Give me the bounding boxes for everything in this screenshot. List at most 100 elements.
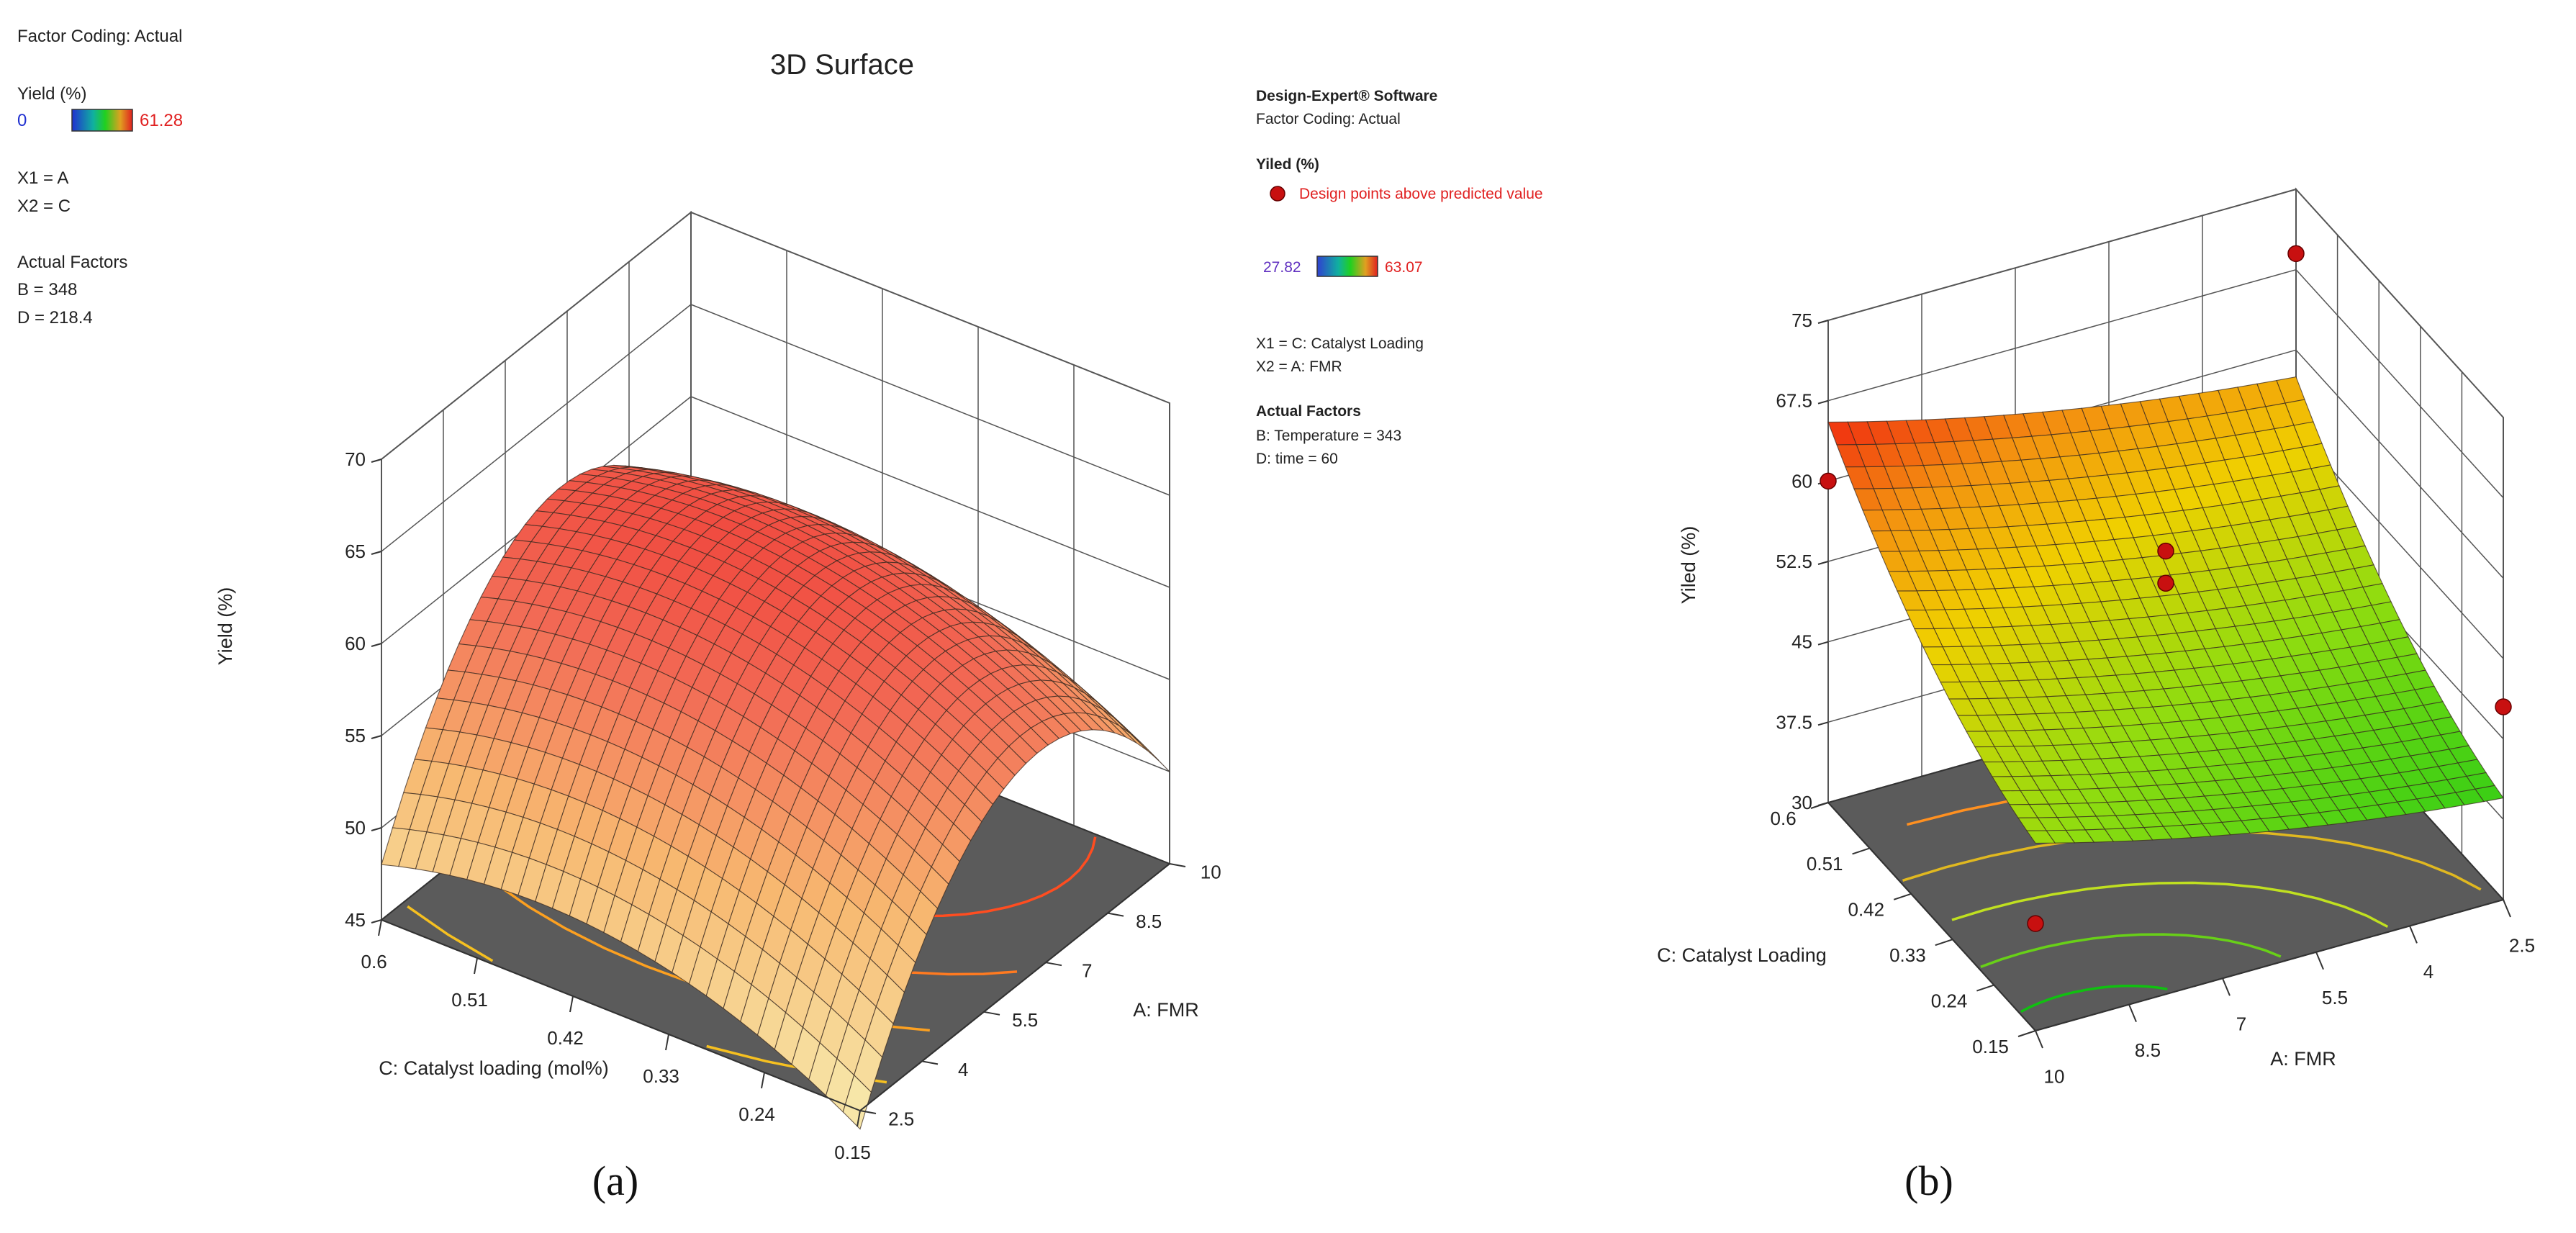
x-tick-label: 10 <box>2044 1065 2065 1087</box>
y-tick-label: 0.51 <box>1807 853 1843 875</box>
panel-a-factor-d: D = 218.4 <box>17 308 93 328</box>
design-point <box>1820 472 1837 490</box>
y-tick-label: 0.33 <box>643 1065 679 1087</box>
panel-a-legend: Factor Coding: Actual Yield (%) 0 61.28 … <box>17 27 183 328</box>
z-tick <box>371 919 382 923</box>
z-tick-label: 45 <box>1791 631 1812 653</box>
wall-grid-line <box>690 304 1170 496</box>
panel-a-title: 3D Surface <box>770 49 914 81</box>
panel-a-x2: X2 = C <box>17 197 71 216</box>
x-tick-label: 8.5 <box>2135 1039 2161 1061</box>
z-tick-label: 65 <box>345 541 366 562</box>
z-tick-label: 37.5 <box>1776 711 1812 733</box>
z-axis-label: Yiled (%) <box>1678 526 1699 605</box>
panel-b-colorbar <box>1316 256 1378 277</box>
x-tick <box>859 1110 877 1114</box>
panel-b-legend: Design-Expert® Software Factor Coding: A… <box>1256 88 1543 467</box>
z-tick <box>1817 561 1829 565</box>
panel-a-caption: (a) <box>592 1157 638 1204</box>
y-tick-label: 0.42 <box>1848 899 1884 921</box>
z-tick-label: 50 <box>345 817 366 839</box>
panel-a-x1: X1 = A <box>17 168 68 188</box>
z-tick <box>371 643 382 647</box>
y-tick <box>2017 1030 2036 1037</box>
z-tick-label: 67.5 <box>1776 390 1812 412</box>
y-tick <box>1852 847 1870 855</box>
x-tick <box>1045 962 1062 967</box>
floor-contour-line <box>2020 984 2168 1013</box>
y-tick-label: 0.33 <box>1889 944 1926 966</box>
y-tick-label: 0.24 <box>1931 990 1968 1011</box>
panel-b-surface-plot: 30 37.5 45 52.5 60 67.5 75 Yiled (%) 10 8.5 7 5.5 4 2… <box>1657 187 2535 1087</box>
panel-b-design-point-legend-marker <box>1270 186 1285 202</box>
surface-cell <box>2025 830 2056 844</box>
z-tick <box>1817 641 1829 646</box>
z-tick <box>371 735 382 739</box>
wall-grid-line <box>690 396 1170 588</box>
panel-b-factor-b: B: Temperature = 343 <box>1256 428 1401 444</box>
panel-b-software: Design-Expert® Software <box>1256 88 1437 104</box>
x-tick-label: 2.5 <box>2509 934 2535 956</box>
y-tick <box>1976 984 1994 992</box>
wall-grid-line <box>2295 349 2504 579</box>
z-tick <box>371 551 382 555</box>
z-tick <box>1817 721 1829 726</box>
x-tick <box>2128 1004 2137 1022</box>
panel-b-x2: X2 = A: FMR <box>1256 358 1342 375</box>
z-tick-label: 55 <box>345 725 366 746</box>
x-tick <box>1169 863 1186 867</box>
x-tick <box>921 1060 939 1065</box>
z-tick <box>1817 320 1829 324</box>
y-tick <box>761 1072 765 1089</box>
z-tick-label: 60 <box>345 633 366 654</box>
design-point <box>2495 698 2512 715</box>
x-tick <box>1107 912 1124 917</box>
x-tick-label: 5.5 <box>2322 987 2348 1008</box>
y-axis-label: C: Catalyst loading (mol%) <box>379 1057 609 1079</box>
panel-b-legend-title: Yiled (%) <box>1256 156 1319 173</box>
floor-contour-line <box>1980 933 2282 968</box>
z-tick-label: 70 <box>345 448 366 470</box>
panel-a-factor-coding: Factor Coding: Actual <box>17 27 182 46</box>
wall-grid-line <box>381 304 692 552</box>
panel-a-legend-title: Yield (%) <box>17 84 86 104</box>
floor-contour-line <box>1951 881 2389 929</box>
z-tick-label: 45 <box>345 909 366 931</box>
panel-b-actual-factors: Actual Factors <box>1256 403 1361 420</box>
panel-b-legend-min: 27.82 <box>1263 259 1301 276</box>
panel-b-x1: X1 = C: Catalyst Loading <box>1256 335 1424 352</box>
z-tick <box>1817 399 1829 405</box>
panel-b-design-points-label: Design points above predicted value <box>1299 186 1543 202</box>
design-point <box>2287 245 2305 263</box>
x-tick-label: 10 <box>1201 861 1221 882</box>
x-tick <box>983 1011 1000 1016</box>
y-axis-label: C: Catalyst Loading <box>1657 944 1827 966</box>
panel-a-colorbar <box>71 109 133 132</box>
y-tick-label: 0.15 <box>834 1142 871 1163</box>
x-axis-label: A: FMR <box>2270 1048 2336 1070</box>
y-tick-label: 0.6 <box>1771 808 1797 829</box>
z-axis-label: Yield (%) <box>214 587 236 666</box>
panel-a-actual-factors: Actual Factors <box>17 253 127 272</box>
x-tick <box>2315 952 2324 970</box>
y-tick <box>1935 939 1953 947</box>
y-tick <box>569 995 574 1013</box>
x-tick-label: 7 <box>2236 1013 2246 1035</box>
y-tick-label: 0.15 <box>1972 1036 2009 1057</box>
z-tick-label: 30 <box>1791 792 1812 813</box>
x-tick <box>2222 977 2231 996</box>
x-tick-label: 8.5 <box>1136 911 1162 932</box>
panel-a-legend-min: 0 <box>17 111 27 130</box>
z-tick-label: 60 <box>1791 470 1812 492</box>
design-point <box>2157 542 2174 560</box>
design-point <box>2157 574 2174 592</box>
y-tick <box>857 1110 861 1127</box>
z-tick <box>371 459 382 463</box>
y-tick-label: 0.51 <box>451 989 488 1011</box>
y-tick <box>665 1034 669 1051</box>
z-tick-label: 52.5 <box>1776 551 1812 572</box>
x-axis-label: A: FMR <box>1133 999 1199 1021</box>
z-tick <box>371 827 382 831</box>
panel-a-surface-plot: 45 50 55 60 65 70 Yield (%) 2.5 4 5.5 7 8.5 10 A: FMR… <box>214 210 1221 1163</box>
y-tick <box>378 919 382 936</box>
